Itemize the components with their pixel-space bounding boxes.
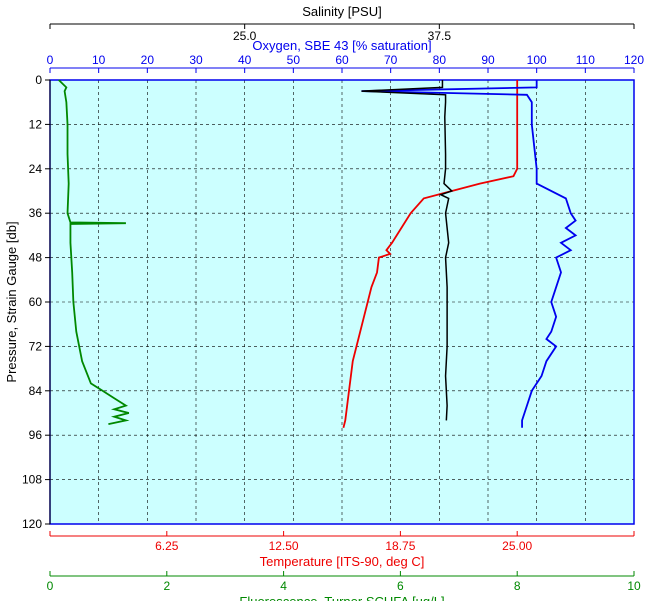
oxygen-tick-label: 90	[481, 53, 495, 67]
temperature-tick-label: 18.75	[385, 539, 415, 553]
oxygen-tick-label: 60	[335, 53, 349, 67]
fluorescence-tick-label: 8	[514, 579, 521, 593]
oxygen-tick-label: 70	[384, 53, 398, 67]
oxygen-tick-label: 100	[527, 53, 547, 67]
ctd-profile-chart: 01224364860728496108120Pressure, Strain …	[0, 0, 652, 601]
y-tick-label: 0	[35, 73, 42, 87]
y-axis-label: Pressure, Strain Gauge [db]	[4, 221, 19, 382]
oxygen-tick-label: 10	[92, 53, 106, 67]
y-tick-label: 48	[29, 251, 43, 265]
fluorescence-tick-label: 4	[280, 579, 287, 593]
oxygen-tick-label: 0	[47, 53, 54, 67]
fluorescence-tick-label: 10	[627, 579, 641, 593]
oxygen-tick-label: 20	[141, 53, 155, 67]
oxygen-tick-label: 40	[238, 53, 252, 67]
oxygen-tick-label: 120	[624, 53, 644, 67]
y-tick-label: 84	[29, 384, 43, 398]
y-tick-label: 72	[29, 339, 43, 353]
oxygen-tick-label: 50	[287, 53, 301, 67]
y-tick-label: 120	[22, 517, 42, 531]
temperature-axis-label: Temperature [ITS-90, deg C]	[260, 554, 425, 569]
y-tick-label: 60	[29, 295, 43, 309]
y-tick-label: 108	[22, 473, 42, 487]
fluorescence-tick-label: 0	[47, 579, 54, 593]
oxygen-axis-label: Oxygen, SBE 43 [% saturation]	[252, 38, 431, 53]
temperature-tick-label: 25.00	[502, 539, 532, 553]
fluorescence-axis-label: Fluorescence, Turner SCUFA [ug/L]	[239, 594, 444, 601]
oxygen-tick-label: 110	[576, 53, 595, 67]
oxygen-tick-label: 30	[189, 53, 203, 67]
temperature-tick-label: 6.25	[155, 539, 179, 553]
salinity-axis-label: Salinity [PSU]	[302, 4, 381, 19]
chart-svg: 01224364860728496108120Pressure, Strain …	[0, 0, 652, 601]
y-tick-label: 36	[29, 206, 43, 220]
oxygen-tick-label: 80	[433, 53, 447, 67]
fluorescence-tick-label: 2	[163, 579, 170, 593]
y-tick-label: 24	[29, 162, 43, 176]
fluorescence-tick-label: 6	[397, 579, 404, 593]
y-tick-label: 96	[29, 428, 43, 442]
y-tick-label: 12	[29, 117, 43, 131]
temperature-tick-label: 12.50	[269, 539, 299, 553]
